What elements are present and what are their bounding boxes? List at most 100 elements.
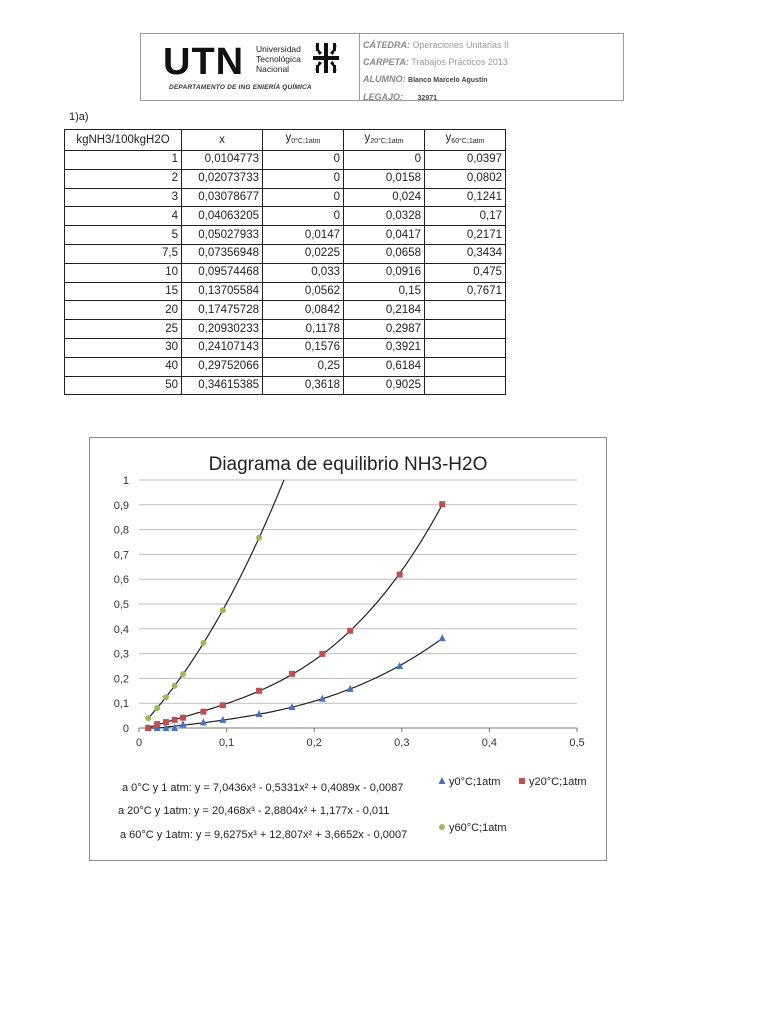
y-tick-label: 0,3 xyxy=(114,649,129,661)
table-cell: 0,05027933 xyxy=(181,225,263,245)
table-cell: 0,0328 xyxy=(343,206,425,227)
table-cell: 0,0842 xyxy=(262,300,344,321)
table-cell: 40 xyxy=(64,356,182,377)
table-cell: 2 xyxy=(64,168,182,189)
equilibrium-chart: Diagrama de equilibrio NH3-H2O 0 0,1 0,2 0,… xyxy=(114,454,587,841)
data-table: kgNH3/100kgH2O x y0°C;1atm y20°C;1atm y6… xyxy=(64,129,506,396)
y-tick-label: 0,4 xyxy=(114,624,129,636)
table-cell: 0,29752066 xyxy=(181,356,263,377)
x-axis-ticks: 0 0,1 0,2 0,3 0,4 0,5 xyxy=(136,728,585,749)
table-cell: 0,2184 xyxy=(343,300,425,321)
alumno-label: ALUMNO: xyxy=(363,74,406,84)
table-cell: 0,20930233 xyxy=(181,319,263,339)
data-point xyxy=(346,684,354,692)
table-cell: 0,0802 xyxy=(424,168,506,189)
table-cell: 0,0417 xyxy=(343,225,425,245)
table-cell: 20 xyxy=(64,300,182,321)
data-point xyxy=(180,714,187,721)
data-point xyxy=(256,687,263,694)
data-point xyxy=(396,571,403,578)
table-cell: 0,24107143 xyxy=(181,337,263,358)
table-row: 7,5 0,07356948 0,0225 0,0658 0,3434 xyxy=(64,243,506,264)
table-cell: 0,0158 xyxy=(343,168,425,189)
table-cell xyxy=(424,356,506,377)
x-tick-label: 0,3 xyxy=(394,737,409,749)
data-point xyxy=(162,719,169,726)
chart-legend: y0°C;1atm y20°C;1atm y60°C;1atm xyxy=(438,776,587,834)
table-cell: 0,02073733 xyxy=(181,168,263,189)
trend-line xyxy=(148,504,443,729)
table-cell: 0,13705584 xyxy=(181,281,263,302)
y-tick-label: 0,1 xyxy=(114,698,129,710)
header-y0-sub: 0°C;1atm xyxy=(291,138,321,145)
table-cell: 0,033 xyxy=(262,262,344,283)
alumno-value: Blanco Marcelo Agustín xyxy=(408,77,488,84)
header-y0-main: y xyxy=(285,132,292,144)
table-cell xyxy=(424,337,506,358)
data-point xyxy=(171,716,178,723)
trend-line xyxy=(148,637,443,729)
table-cell: 0,0225 xyxy=(262,243,344,264)
y-axis-ticks: 0 0,1 0,2 0,3 0,4 0,5 0,6 0,7 0,8 0,9 1 xyxy=(114,475,129,735)
table-cell: 0,9025 xyxy=(343,375,425,396)
table-cell: 0,09574468 xyxy=(181,262,263,283)
trend-equation: a 0°C y 1 atm: y = 7,0436x³ - 0,5331x² +… xyxy=(122,782,403,794)
table-cell: 0 xyxy=(262,150,344,170)
table-cell: 0,0562 xyxy=(262,281,344,302)
table-row: 3 0,03078677 0 0,024 0,1241 xyxy=(64,187,506,208)
legend-label: y20°C;1atm xyxy=(529,776,587,788)
chart-title: Diagrama de equilibrio NH3-H2O xyxy=(209,454,488,475)
legajo-row: LEGAJO: 32971 xyxy=(363,89,509,107)
data-point xyxy=(162,724,170,731)
catedra-label: CÁTEDRA: xyxy=(363,40,410,50)
data-point xyxy=(145,725,152,731)
trend-equation: a 60°C y 1atm: y = 9,6275x³ + 12,807x² +… xyxy=(120,829,407,841)
university-name: Universidad Tecnológica Nacional xyxy=(256,44,301,74)
table-cell: 0,0658 xyxy=(343,243,425,264)
table-cell: 0,0397 xyxy=(424,150,506,170)
data-point xyxy=(200,639,207,646)
table-row: 40 0,29752066 0,25 0,6184 xyxy=(64,356,506,377)
table-cell xyxy=(424,300,506,321)
x-tick-label: 0,5 xyxy=(569,737,584,749)
data-point xyxy=(180,671,187,678)
equation-annotations: a 0°C y 1 atm: y = 7,0436x³ - 0,5331x² +… xyxy=(118,782,407,841)
y-tick-label: 0,8 xyxy=(114,525,129,537)
table-row: 1 0,0104773 0 0 0,0397 xyxy=(64,150,506,170)
y-tick-label: 0,7 xyxy=(114,549,129,561)
data-point xyxy=(318,694,326,702)
table-row: 10 0,09574468 0,033 0,0916 0,475 xyxy=(64,262,506,283)
data-point xyxy=(439,501,446,508)
table-cell: 3 xyxy=(64,187,182,208)
x-tick-label: 0 xyxy=(136,737,142,749)
data-point xyxy=(171,682,178,689)
legajo-value: 32971 xyxy=(417,95,437,102)
trend-lines xyxy=(147,479,443,729)
table-cell: 0,3921 xyxy=(343,337,425,358)
y-tick-label: 0 xyxy=(123,723,129,735)
university-line: Tecnológica xyxy=(256,54,301,64)
y-tick-label: 0,2 xyxy=(114,673,129,685)
table-cell: 0,34615385 xyxy=(181,375,263,396)
table-cell: 0,1178 xyxy=(262,319,344,339)
table-cell: 25 xyxy=(64,319,182,339)
table-cell: 0,3434 xyxy=(424,243,506,264)
header-y60-main: y xyxy=(445,132,452,144)
alumno-row: ALUMNO: Blanco Marcelo Agustín xyxy=(363,71,509,89)
utn-logo-block: UTN Universidad Tecnológica Nacional DEP… xyxy=(141,34,360,100)
data-point xyxy=(256,534,263,541)
table-cell: 0,25 xyxy=(262,356,344,377)
section-label: 1)a) xyxy=(69,111,89,123)
table-cell: 0,0147 xyxy=(262,225,344,245)
header-kgnh3: kgNH3/100kgH2O xyxy=(64,129,182,151)
chart-grid xyxy=(139,479,577,729)
trend-equation: a 20°C y 1atm: y = 20,468x³ - 2,8804x² +… xyxy=(118,805,389,817)
table-row: 15 0,13705584 0,0562 0,15 0,7671 xyxy=(64,281,506,302)
table-cell: 0 xyxy=(262,168,344,189)
table-cell xyxy=(424,319,506,339)
y-tick-label: 0,6 xyxy=(114,574,129,586)
carpeta-label: CARPETA: xyxy=(363,57,409,67)
table-row: 4 0,04063205 0 0,0328 0,17 xyxy=(64,206,506,227)
data-point xyxy=(200,708,207,715)
data-point xyxy=(396,662,404,669)
